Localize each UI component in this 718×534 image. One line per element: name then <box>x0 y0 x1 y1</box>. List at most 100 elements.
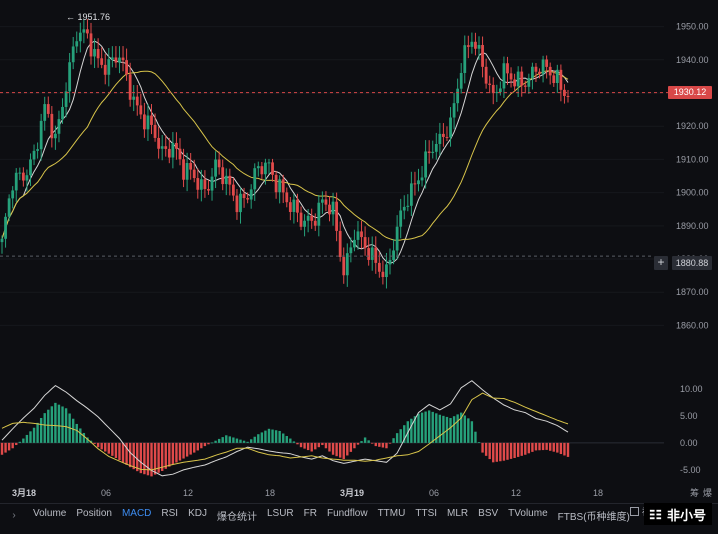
macd-histogram-bar <box>118 442 121 461</box>
indicator-tab[interactable]: FR <box>303 508 317 519</box>
macd-histogram-bar <box>563 442 566 456</box>
macd-axis: 10.00 5.00 0.00 -5.00 <box>680 384 703 475</box>
corner-label-top: 筹 <box>690 487 699 498</box>
macd-histogram-bar <box>22 438 25 443</box>
indicator-tab[interactable]: TVolume <box>508 508 548 519</box>
candle-body <box>100 58 104 65</box>
macd-histogram-bar <box>481 442 484 453</box>
candle-body <box>442 133 445 137</box>
macd-histogram-bar <box>388 442 392 444</box>
macd-histogram-bar <box>335 442 338 457</box>
candle-body <box>552 75 556 84</box>
macd-histogram-bar <box>185 442 189 457</box>
indicator-tab[interactable]: Fundflow <box>327 508 368 519</box>
indicator-tab[interactable]: TTMU <box>377 508 406 519</box>
candlestick-chart[interactable]: 1950.001940.001930.001920.001910.001900.… <box>0 0 718 503</box>
candle-body <box>313 220 317 226</box>
candle-body <box>417 180 420 185</box>
time-tick-label: 12 <box>511 488 521 498</box>
macd-histogram-bar <box>242 440 246 443</box>
candle-body <box>271 162 274 175</box>
indicator-tab[interactable]: MLR <box>447 508 469 519</box>
candle-body <box>399 210 403 227</box>
macd-histogram-bar <box>239 439 242 443</box>
indicator-toolbar: › Volume Position MACD RSI KDJ 爆仓统计 LSUR FR Fund… <box>0 503 718 527</box>
candle-body <box>434 143 438 152</box>
macd-histogram-bar <box>4 442 7 453</box>
candle-body <box>445 136 449 138</box>
macd-histogram-bar <box>363 437 367 443</box>
candle-body <box>381 271 385 278</box>
candle-body <box>495 92 499 94</box>
candle-body <box>324 199 328 205</box>
macd-histogram-bar <box>260 432 264 443</box>
candle-body <box>150 115 153 125</box>
candle-body <box>466 45 470 47</box>
crosshair-add-icon[interactable]: + <box>654 256 668 270</box>
macd-histogram-bar <box>488 442 491 460</box>
crosshair-price-tag: 1880.88 <box>672 256 712 270</box>
indicator-tab[interactable]: 爆仓统计 <box>216 512 257 523</box>
chevron-left-icon[interactable]: › <box>12 510 16 521</box>
macd-histogram-bar <box>114 442 118 458</box>
watermark-logo-icon <box>649 509 662 519</box>
macd-histogram-bar <box>104 442 107 452</box>
macd-histogram-bar <box>15 442 18 446</box>
candle-body <box>392 250 395 261</box>
candle-body <box>182 159 185 180</box>
candle-body <box>516 71 520 87</box>
macd-histogram-bar <box>524 442 527 455</box>
candle-body <box>207 189 210 191</box>
macd-histogram-bar <box>289 438 292 443</box>
candle-body <box>203 179 207 190</box>
candle-body <box>125 60 128 75</box>
macd-histogram-bar <box>449 418 452 443</box>
macd-histogram-bar <box>470 421 474 443</box>
indicator-tab[interactable]: RSI <box>161 508 179 519</box>
indicator-tab[interactable]: BSV <box>478 508 499 519</box>
indicator-tab[interactable]: Position <box>76 508 112 519</box>
macd-histogram-bar <box>559 442 563 455</box>
candle-body <box>317 202 321 226</box>
macd-histogram-bar <box>47 409 50 443</box>
time-tick-label: 18 <box>265 488 275 498</box>
candle-body <box>89 33 93 57</box>
indicator-tab[interactable]: FTBS(币种维度) <box>557 512 630 523</box>
macd-histogram-bar <box>7 442 11 451</box>
macd-histogram-bar <box>356 442 360 445</box>
candle-body <box>338 230 342 258</box>
candle-body <box>367 248 371 260</box>
candle-body <box>285 192 289 203</box>
candle-body <box>29 159 32 176</box>
macd-histogram-bar <box>57 404 61 443</box>
candle-body <box>43 104 47 121</box>
macd-histogram-bar <box>32 427 36 443</box>
macd-tick-label: 0.00 <box>680 438 698 448</box>
candle-body <box>370 247 374 260</box>
candle-body <box>78 32 82 42</box>
candle-body <box>68 62 72 92</box>
indicator-tab[interactable]: TTSI <box>415 508 438 519</box>
candle-body <box>18 172 22 174</box>
candle-body <box>502 63 506 89</box>
indicator-tab[interactable]: KDJ <box>188 508 207 519</box>
candle-body <box>306 215 310 221</box>
macd-histogram-bar <box>460 412 463 443</box>
price-tick-label: 1900.00 <box>676 188 709 198</box>
candle-body <box>274 174 278 193</box>
indicator-tab[interactable]: MACD <box>121 508 152 519</box>
macd-histogram-bar <box>534 442 538 451</box>
candle-body <box>14 172 18 191</box>
macd-histogram-bar <box>360 441 363 443</box>
indicator-tab[interactable]: LSUR <box>266 508 294 519</box>
candle-body <box>491 84 495 93</box>
candle-body <box>256 166 260 169</box>
macd-histogram-bar <box>367 440 370 443</box>
indicator-tab[interactable]: Volume <box>33 508 67 519</box>
candle-body <box>506 63 509 74</box>
square-icon <box>629 507 639 516</box>
candle-body <box>335 201 339 231</box>
candle-body <box>103 64 107 75</box>
macd-histogram-bar <box>79 428 82 443</box>
macd-histogram-bar <box>25 434 29 443</box>
